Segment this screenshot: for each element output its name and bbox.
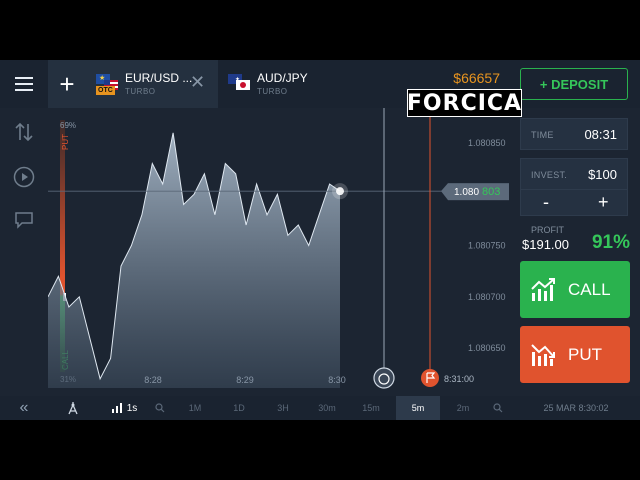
- invest-label: INVEST.: [531, 170, 568, 180]
- trend-up-icon: [531, 278, 555, 301]
- collapse-panel-button[interactable]: «: [19, 399, 29, 416]
- trade-panel: TIME 08:31 INVEST. $100 - + PROFIT $191.…: [515, 108, 640, 396]
- timer-icon: [373, 367, 395, 389]
- signal-bars-icon: [111, 403, 122, 413]
- time-value: 08:31: [584, 127, 617, 142]
- tab-eur-usd[interactable]: OTC EUR/USD ... TURBO ✕: [86, 60, 218, 108]
- eur-usd-flag-icon: [96, 74, 122, 96]
- top-bar: + OTC EUR/USD ... TURBO ✕ AUD/JPY TURBO …: [0, 60, 640, 108]
- drawing-tools-icon[interactable]: [58, 396, 88, 420]
- tab-aud-jpy-type: TURBO: [257, 87, 288, 96]
- account-balance[interactable]: $66657: [453, 70, 500, 86]
- price-chart[interactable]: 69%PUTCALL31%8:31:001.0808501.0808001.08…: [48, 108, 515, 396]
- chat-icon[interactable]: [12, 208, 36, 232]
- candle-interval-label: 1s: [126, 402, 138, 414]
- call-label: CALL: [568, 280, 611, 299]
- app-screen: + OTC EUR/USD ... TURBO ✕ AUD/JPY TURBO …: [0, 60, 640, 420]
- current-price-tag: [448, 183, 509, 201]
- y-tick-label: 1.080700: [468, 292, 506, 302]
- y-tick-label: 1.080650: [468, 343, 506, 353]
- trend-down-icon: [531, 344, 555, 366]
- current-price-glow: [332, 183, 348, 200]
- zoom-1m[interactable]: 1M: [188, 403, 202, 413]
- price-line: [48, 132, 341, 381]
- current-price-dot: [336, 187, 344, 196]
- put-button[interactable]: PUT: [520, 326, 630, 383]
- time-label: TIME: [531, 130, 554, 140]
- play-icon[interactable]: [12, 165, 36, 189]
- investment-field[interactable]: INVEST. $100: [520, 158, 628, 190]
- bottom-toolbar: « 1s 1M 1D 3H 30m 15m 5m 2m 25 MAR 8:30:…: [0, 396, 640, 420]
- sentiment-bar: [60, 120, 65, 372]
- close-icon[interactable]: ✕: [190, 72, 206, 92]
- decrease-invest-button[interactable]: -: [543, 192, 549, 212]
- zoom-3h[interactable]: 3H: [277, 403, 289, 413]
- current-price-suffix: 803: [482, 186, 500, 198]
- profit-percent: 91%: [591, 232, 630, 253]
- x-tick-label: 8:28: [144, 375, 162, 385]
- expiry-time-field[interactable]: TIME 08:31: [520, 118, 628, 150]
- watermark-logo: FORCICA: [406, 89, 523, 117]
- x-tick-label: 8:29: [236, 375, 254, 385]
- increase-invest-button[interactable]: +: [598, 192, 609, 212]
- put-sentiment-label: PUT: [61, 134, 70, 150]
- add-asset-button[interactable]: +: [48, 60, 86, 108]
- y-tick-label: 1.080750: [468, 241, 506, 251]
- call-button[interactable]: CALL: [520, 261, 630, 318]
- server-datetime: 25 MAR 8:30:02: [543, 403, 609, 413]
- invest-value: $100: [588, 167, 617, 182]
- tab-eur-usd-type: TURBO: [125, 87, 156, 96]
- put-label: PUT: [568, 345, 602, 364]
- price-area: [48, 132, 340, 388]
- aud-jpy-flag-icon: [228, 74, 254, 96]
- profit-label: PROFIT: [531, 225, 564, 235]
- candle-interval-button[interactable]: 1s: [104, 396, 144, 420]
- invest-stepper: - +: [520, 190, 628, 216]
- tab-eur-usd-label: EUR/USD ...: [125, 71, 193, 85]
- menu-button[interactable]: [0, 60, 48, 108]
- otc-badge: OTC: [96, 86, 115, 95]
- zoom-30m[interactable]: 30m: [318, 403, 336, 413]
- y-tick-label: 1.080850: [468, 138, 506, 148]
- zoom-1d[interactable]: 1D: [233, 403, 245, 413]
- profit-value: $191.00: [522, 237, 569, 252]
- zoom-out-icon[interactable]: [150, 396, 170, 420]
- zoom-in-icon[interactable]: [488, 396, 508, 420]
- left-rail: [0, 108, 48, 396]
- current-price-prefix: 1.080: [454, 187, 479, 198]
- tab-aud-jpy-label: AUD/JPY: [257, 71, 308, 85]
- deposit-button[interactable]: + DEPOSIT: [520, 68, 628, 100]
- expiry-time-label: 8:31:00: [444, 374, 474, 384]
- zoom-5m[interactable]: 5m: [396, 396, 440, 420]
- sort-arrows-icon[interactable]: [12, 120, 36, 144]
- hamburger-icon: [15, 77, 33, 91]
- x-tick-label: 8:30: [328, 375, 346, 385]
- tab-aud-jpy[interactable]: AUD/JPY TURBO: [218, 60, 316, 108]
- zoom-15m[interactable]: 15m: [362, 403, 380, 413]
- put-percent: 69%: [60, 121, 76, 130]
- zoom-2m[interactable]: 2m: [456, 403, 470, 413]
